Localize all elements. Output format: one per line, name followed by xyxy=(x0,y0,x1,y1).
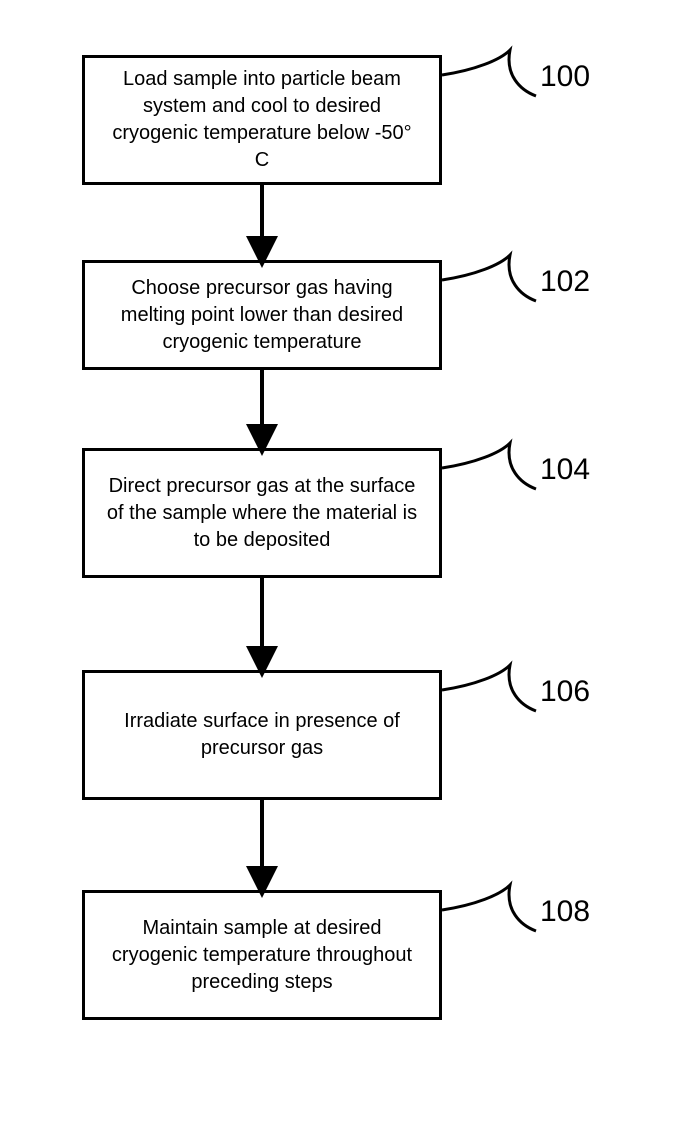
callout-108 xyxy=(442,885,536,931)
flow-label-100: 100 xyxy=(540,60,590,94)
flow-step-100-text: Load sample into particle beam system an… xyxy=(105,66,419,174)
flow-label-106: 106 xyxy=(540,675,590,709)
callout-104 xyxy=(442,443,536,489)
flow-label-104: 104 xyxy=(540,453,590,487)
flow-step-102-text: Choose precursor gas having melting poin… xyxy=(105,275,419,356)
callout-106 xyxy=(442,665,536,711)
flow-step-104: Direct precursor gas at the surface of t… xyxy=(82,448,442,578)
flow-step-106: Irradiate surface in presence of precurs… xyxy=(82,670,442,800)
flow-step-106-text: Irradiate surface in presence of precurs… xyxy=(105,708,419,762)
flow-label-108: 108 xyxy=(540,895,590,929)
flow-label-102: 102 xyxy=(540,265,590,299)
flow-step-102: Choose precursor gas having melting poin… xyxy=(82,260,442,370)
flow-step-108: Maintain sample at desired cryogenic tem… xyxy=(82,890,442,1020)
flow-step-108-text: Maintain sample at desired cryogenic tem… xyxy=(105,915,419,996)
callout-102 xyxy=(442,255,536,301)
callout-100 xyxy=(442,50,536,96)
flow-step-100: Load sample into particle beam system an… xyxy=(82,55,442,185)
flow-step-104-text: Direct precursor gas at the surface of t… xyxy=(105,473,419,554)
